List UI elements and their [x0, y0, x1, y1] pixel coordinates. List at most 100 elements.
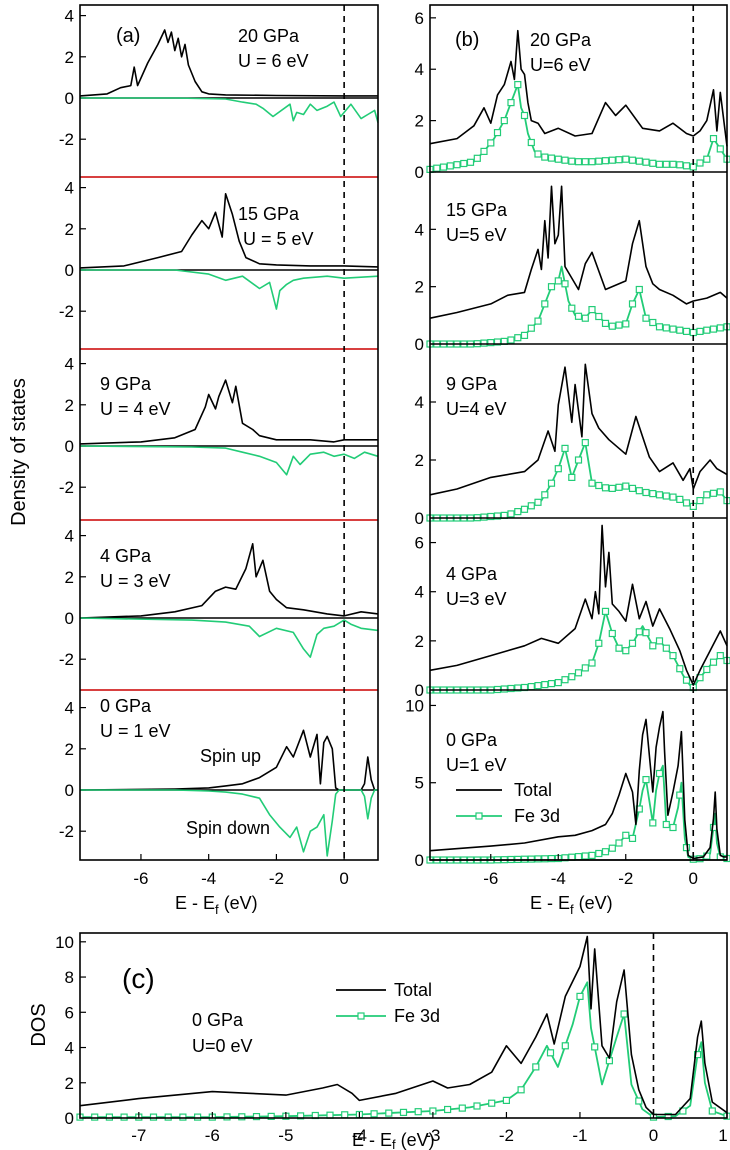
fe3d-marker — [588, 158, 596, 166]
y-tick-label: 10 — [405, 696, 424, 715]
y-tick-label: 2 — [65, 568, 74, 587]
fe3d-marker — [595, 849, 603, 858]
y-tick-label: -2 — [59, 478, 74, 497]
pressure-label: 0 GPa — [100, 696, 152, 716]
x-tick-label: -4 — [201, 869, 216, 888]
fe3d-marker — [581, 852, 589, 860]
u-label: U=1 eV — [446, 755, 507, 775]
fe3d-marker — [642, 775, 650, 784]
y-tick-label: 0 — [415, 681, 424, 700]
fe3d-marker — [615, 483, 623, 491]
spin-down-line — [80, 789, 378, 857]
y-tick-label: 2 — [415, 632, 424, 651]
fe3d-marker — [414, 1108, 422, 1116]
fe3d-marker — [635, 285, 643, 294]
spin-down-line — [79, 617, 379, 658]
y-tick-label: 6 — [65, 1003, 74, 1022]
fe3d-marker — [655, 491, 664, 499]
fe3d-marker — [608, 322, 616, 330]
fe3d-marker — [581, 439, 589, 447]
fe3d-marker — [696, 159, 704, 167]
fe3d-marker — [179, 1113, 187, 1121]
y-tick-label: 4 — [415, 583, 424, 602]
fe3d-marker — [655, 323, 664, 331]
fe3d-marker — [662, 644, 670, 652]
fe3d-marker — [620, 1010, 628, 1018]
fe3d-marker — [649, 490, 657, 498]
fe3d-marker — [615, 839, 623, 847]
fe3d-marker — [534, 498, 542, 506]
fe3d-marker — [487, 139, 495, 147]
fe3d-marker — [297, 1112, 305, 1120]
fe3d-marker — [534, 317, 542, 325]
total-dos-line — [429, 185, 728, 319]
fe3d-marker — [473, 154, 481, 162]
y-tick-label: 0 — [65, 781, 74, 800]
fe3d-marker — [527, 502, 535, 510]
panel-label: (b) — [455, 29, 479, 51]
y-tick-label: 2 — [65, 1074, 74, 1093]
fe3d-marker — [642, 629, 650, 637]
fe3d-marker — [716, 488, 724, 496]
u-label: U = 1 eV — [100, 721, 171, 741]
pressure-label: 9 GPa — [446, 374, 498, 394]
x-tick-label: 0 — [649, 1126, 658, 1145]
fe3d-marker — [601, 607, 610, 616]
fe3d-marker — [446, 162, 454, 170]
panel-a-frame — [79, 4, 379, 861]
fe3d-line — [80, 981, 728, 1118]
fe3d-marker — [399, 1108, 408, 1117]
fe3d-marker — [628, 834, 637, 843]
fe3d-marker — [547, 283, 556, 291]
fe3d-marker — [267, 1112, 275, 1121]
fe3d-marker — [662, 324, 670, 332]
x-tick-label: -6 — [133, 869, 148, 888]
u-label: U = 6 eV — [238, 51, 309, 71]
fe3d-marker — [622, 155, 630, 163]
fe3d-marker — [669, 493, 677, 501]
fe3d-marker — [716, 324, 724, 332]
fe3d-marker — [642, 314, 650, 322]
legend-fe3d-marker — [357, 1012, 365, 1020]
fe3d-marker — [547, 154, 556, 162]
fe3d-marker — [561, 1042, 569, 1050]
x-tick-label: -4 — [551, 869, 566, 888]
panel-b-frame — [429, 4, 728, 861]
spin-up-line — [79, 379, 378, 445]
fe3d-marker — [480, 513, 488, 521]
fe3d-marker — [574, 312, 583, 320]
fe3d-marker — [520, 505, 529, 513]
panel-b-subplot: 10 5 0 0 GPa U=1 eV — [405, 696, 730, 870]
fe3d-marker — [703, 665, 711, 674]
fe3d-marker — [682, 676, 691, 684]
fe3d-marker — [487, 512, 495, 521]
fe3d-marker — [574, 669, 583, 677]
y-tick-label: 4 — [65, 527, 74, 546]
fe3d-marker — [561, 676, 569, 684]
y-tick-label: 8 — [65, 968, 74, 987]
fe3d-marker — [581, 314, 589, 322]
fe3d-marker — [534, 150, 542, 158]
y-tick-label: 6 — [415, 534, 424, 553]
fe3d-marker — [588, 306, 596, 314]
fe3d-marker — [574, 852, 583, 861]
fe3d-marker — [541, 300, 549, 308]
fe3d-marker — [581, 158, 589, 166]
panel-b-subplot: 4 2 0 9 GPa U=4 eV — [415, 363, 730, 528]
u-label: U=0 eV — [192, 1036, 253, 1056]
fe3d-marker — [676, 495, 684, 503]
fe3d-marker — [460, 159, 468, 168]
total-dos-line — [429, 29, 728, 147]
y-tick-label: 2 — [65, 220, 74, 239]
panel-a-subplot: 4 2 0 -2 20 GPa U = 6 eV — [59, 7, 379, 149]
u-label: U=6 eV — [530, 55, 591, 75]
x-tick-label: -4 — [352, 1126, 367, 1145]
fe3d-marker — [568, 473, 576, 481]
fe3d-marker — [370, 1110, 378, 1118]
x-tick-label: -6 — [205, 1126, 220, 1145]
y-tick-label: 10 — [55, 933, 74, 952]
fe3d-marker — [662, 820, 670, 829]
